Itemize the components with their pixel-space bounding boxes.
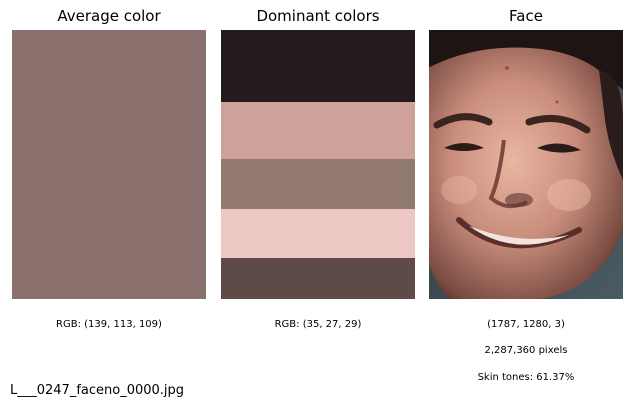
average-rgb-label: RGB: (139, 113, 109) <box>56 319 162 330</box>
dominant-color-band <box>221 30 415 102</box>
face-shape-label: (1787, 1280, 3) <box>487 319 565 330</box>
face-title: Face <box>509 7 543 25</box>
dominant-color-band <box>221 258 415 299</box>
dominant-color-band <box>221 159 415 209</box>
dominant-colors-title: Dominant colors <box>256 7 380 25</box>
dominant-color-band <box>221 102 415 159</box>
average-color-swatch <box>12 30 206 299</box>
face-pixels-label: 2,287,360 pixels <box>484 345 568 356</box>
face-illustration <box>429 30 623 299</box>
dominant-color-band <box>221 209 415 258</box>
average-color-title: Average color <box>57 7 161 25</box>
filename-label: L___0247_faceno_0000.jpg <box>10 383 185 398</box>
dominant-colors-stack <box>221 30 415 299</box>
dominant-rgb-label: RGB: (35, 27, 29) <box>274 319 362 330</box>
face-skin-tones-label: Skin tones: 61.37% <box>477 372 575 383</box>
face-photo <box>429 30 623 299</box>
